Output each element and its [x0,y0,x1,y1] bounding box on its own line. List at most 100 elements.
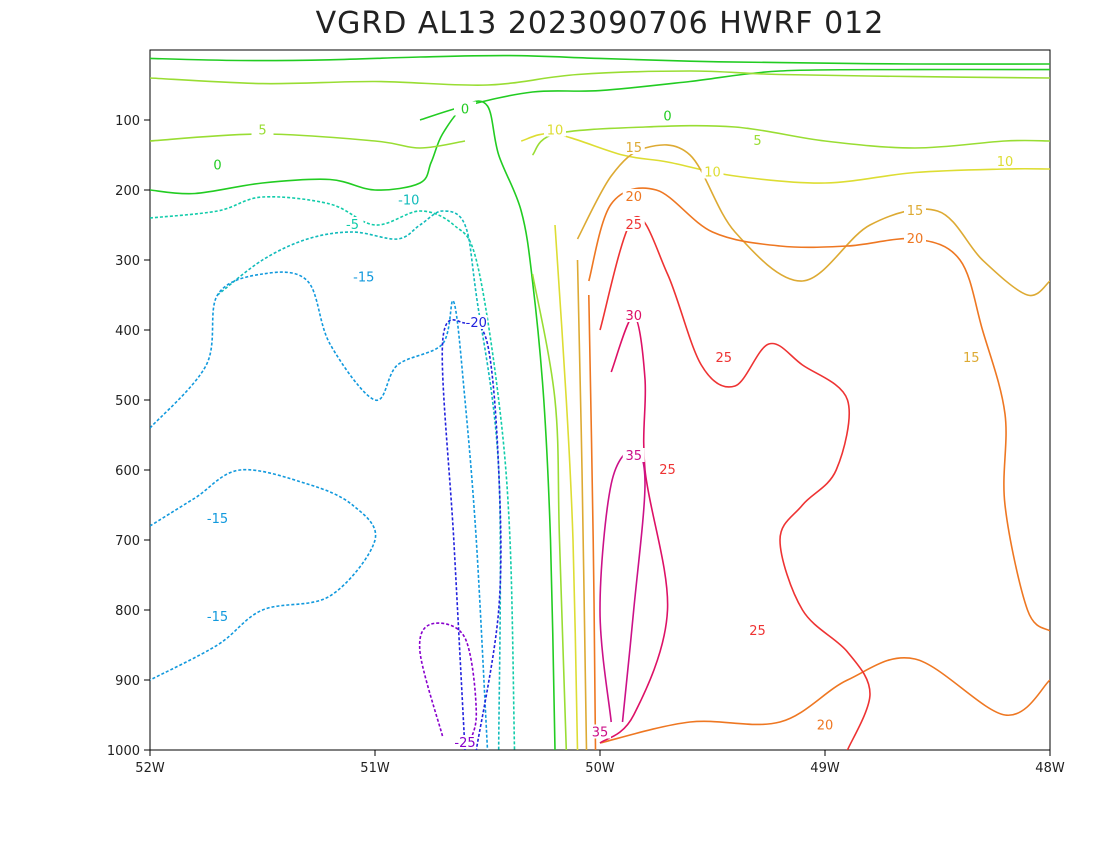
x-tick-label: 52W [135,761,165,776]
contour-line [599,448,646,723]
contour-line [150,195,516,750]
plot-frame [149,49,1051,751]
contour-label-bg [341,217,364,231]
contour-label-bg [622,308,645,322]
contour-label: 25 [625,218,642,233]
contour-line [599,657,1050,744]
contour-label: 30 [625,309,642,324]
contour-line [520,132,1050,184]
contour-label: 25 [659,463,676,478]
contour-line [576,259,588,750]
contour-label: 35 [625,449,642,464]
contour-label-bg [904,231,926,245]
contour-line [599,315,669,744]
x-tick-label: 51W [360,761,390,776]
contour-line [150,271,489,750]
contour-label: 35 [592,726,609,741]
contour-label-bg [994,154,1016,168]
contour-line [217,210,502,750]
contour-label-bg [960,350,983,364]
y-tick-label: 200 [115,184,140,199]
contour-line [418,622,478,750]
contour-label: -15 [207,512,228,527]
contour-line [554,224,579,750]
y-tick-label: 500 [115,394,140,409]
contour-label-bg [397,192,420,207]
contour-label-bg [251,122,274,137]
y-tick-label: 700 [115,534,140,549]
contour-label: 10 [547,124,564,139]
chart-title: VGRD AL13 2023090706 HWRF 012 [316,6,885,41]
contour-label: 0 [461,103,469,118]
y-tick-label: 900 [115,674,140,689]
contour-label-bg [656,462,679,476]
contour-line [576,144,1050,297]
contour-label: 25 [715,351,732,366]
contour-label-bg [465,315,488,329]
y-tick-label: 300 [115,254,140,269]
contour-label-bg [712,350,735,364]
y-tick-label: 1000 [107,744,140,759]
contour-line [150,133,466,149]
contour-label: 10 [997,155,1014,170]
contour-label-bg [622,217,645,231]
contour-line [150,54,1050,65]
contour-label: -25 [454,736,475,751]
x-tick-label: 50W [585,761,615,776]
contour-label: 15 [625,141,642,156]
contour-line [531,124,1050,156]
y-tick-label: 600 [115,464,140,479]
contour-label-bg [206,609,229,623]
contour-label-bg [814,717,836,732]
contour-label-bg [904,203,926,217]
contour-line [588,187,1050,632]
contour-label: 20 [625,190,642,205]
contour-label: 20 [907,232,924,247]
contour-label: 0 [213,159,221,174]
contour-label-bg [701,164,724,179]
contour-label: 25 [749,624,766,639]
contour-line [599,215,871,750]
contour-line [588,294,597,750]
y-tick-label: 100 [115,114,140,129]
y-tick-label: 800 [115,604,140,619]
contour-label: -5 [346,218,359,233]
contour-line [150,70,1050,86]
contour-label-bg [544,122,566,137]
contour-label-bg [622,189,645,203]
contour-label-bg [589,724,611,739]
contour-label-bg [622,140,645,154]
contour-label-bg [622,448,645,462]
contour-lines [150,54,1050,750]
contour-label: 0 [663,110,671,125]
contour-label-bg [206,157,229,172]
contour-label: 5 [753,134,761,149]
contour-label-bg [656,108,679,123]
contour-labels: 0 0 0 5 5 10 10 10 15 15 15 20 20 20 25 25 25 25 30 35 35 -5 -… [206,101,1016,751]
contour-label-bg [352,269,375,284]
contour-label: -15 [207,610,228,625]
y-tick-label: 400 [115,324,140,339]
contour-label-bg [206,511,229,525]
contour-label: 15 [963,351,980,366]
contour-line [441,319,502,750]
y-axis: 100 200 300 400 500 600 700 800 900 1000 [107,114,150,759]
contour-line [531,273,568,750]
contour-label: 5 [258,124,266,139]
contour-line [150,468,377,681]
contour-label-bg [454,735,476,749]
contour-label: -20 [466,316,487,331]
contour-label: 15 [907,204,924,219]
contour-label-bg [454,101,476,116]
contour-label-bg [746,623,769,637]
x-tick-label: 48W [1035,761,1065,776]
contour-label: 10 [704,166,721,181]
contour-line [419,68,1050,121]
contour-label: 20 [817,719,834,734]
contour-label-bg [746,133,769,147]
x-axis: 52W 51W 50W 49W 48W [135,750,1065,776]
contour-label: -10 [398,194,419,209]
contour-label: -15 [353,271,374,286]
x-tick-label: 49W [810,761,840,776]
